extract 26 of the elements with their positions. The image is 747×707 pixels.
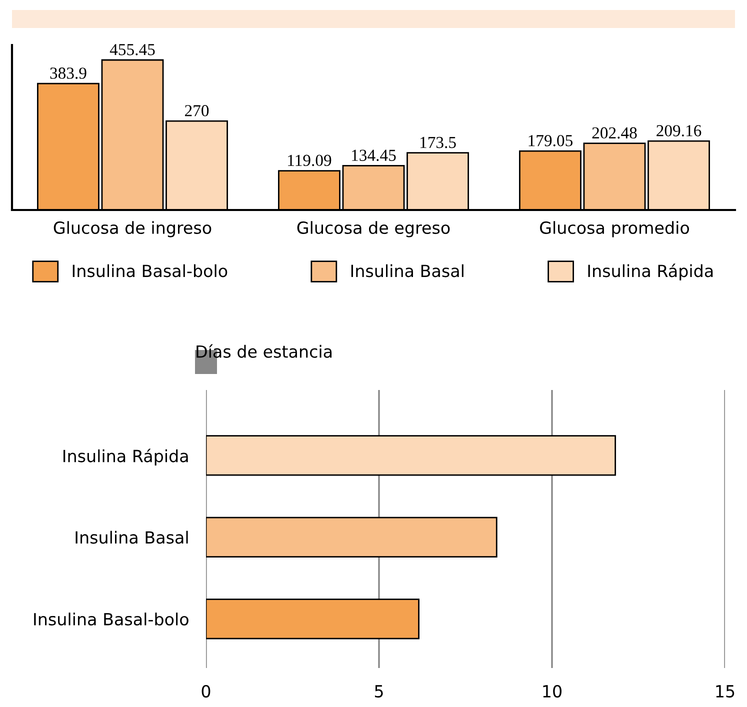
x-tick-label: 5 <box>374 685 383 698</box>
x-tick-label: 0 <box>202 684 210 698</box>
data-label: 179.05 <box>528 135 572 146</box>
legend-label: Insulina Rápida <box>588 264 713 280</box>
y-tick-label: Insulina Basal-bolo <box>34 612 188 626</box>
legend-label: Insulina Basal-bolo <box>72 264 228 278</box>
x-tick-label: Glucosa de ingreso <box>54 221 212 238</box>
bar <box>206 598 420 640</box>
data-label: 270 <box>185 105 209 116</box>
x-tick-label: Glucosa de egreso <box>297 221 450 238</box>
x-tick-label: Glucosa promedio <box>540 221 689 238</box>
bar <box>206 435 616 476</box>
data-label: 209.16 <box>656 125 702 136</box>
data-label: 455.45 <box>110 44 155 56</box>
data-label: 383.9 <box>50 68 86 79</box>
data-label: 173.5 <box>420 136 456 148</box>
data-label: 119.09 <box>288 154 332 166</box>
y-tick-label: Insulina Rápida <box>63 448 188 466</box>
y-tick-label: Insulina Basal <box>76 530 188 544</box>
bar <box>206 516 498 558</box>
x-tick-label: 15 <box>716 685 734 698</box>
chart-title: Días de estancia <box>196 344 332 358</box>
legend-label: Insulina Basal <box>351 264 464 278</box>
data-label: 134.45 <box>352 150 396 162</box>
x-tick-label: 10 <box>543 684 562 698</box>
data-label: 202.48 <box>592 127 637 139</box>
